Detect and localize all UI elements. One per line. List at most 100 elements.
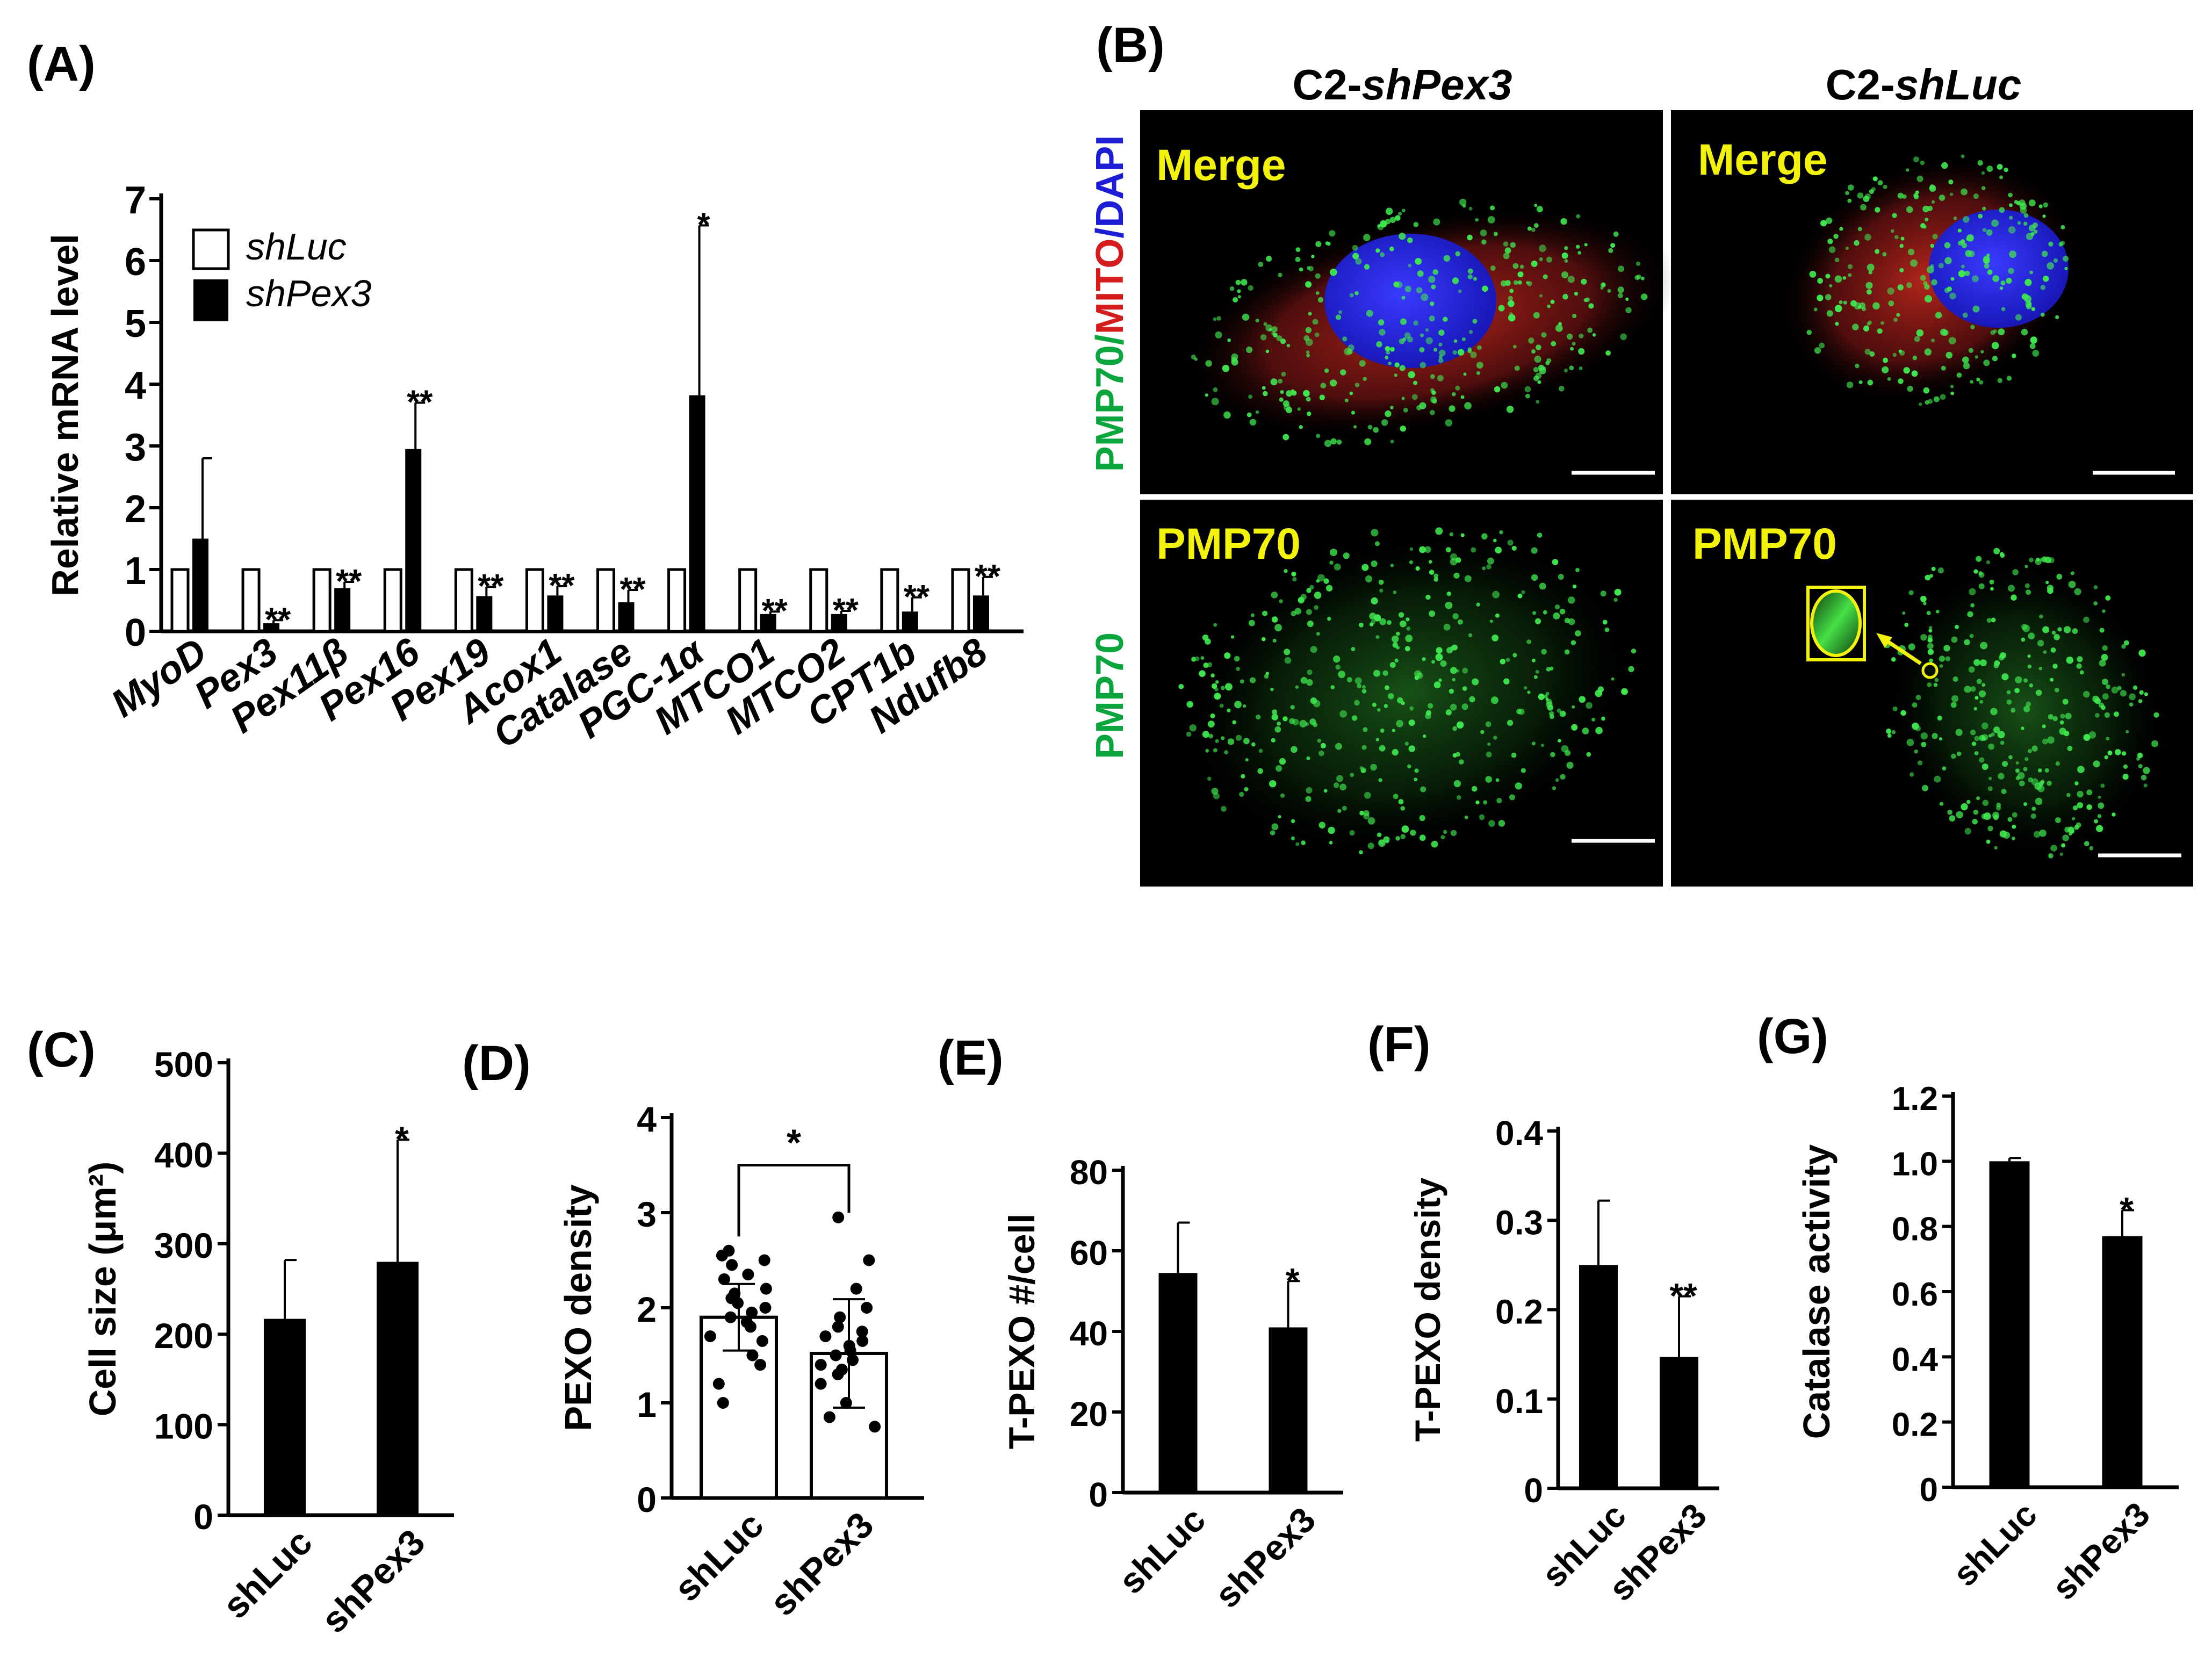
punctum [2045,581,2049,585]
punctum [1399,233,1406,240]
punctum [1178,683,1184,689]
punctum [1419,815,1425,822]
punctum [1359,360,1366,367]
punctum [1839,227,1843,231]
punctum [1982,228,1987,232]
punctum [2032,350,2040,357]
punctum [1470,351,1477,358]
punctum [1389,217,1396,223]
punctum [2099,702,2105,708]
punctum [2139,690,2144,695]
punctum [1533,223,1539,228]
punctum [1490,265,1496,271]
significance-marker: ** [904,579,930,616]
punctum [1431,284,1436,290]
punctum [1546,358,1552,363]
col-header-shluc: C2-shLuc [1826,61,2022,109]
punctum [1430,396,1437,404]
significance-marker: ** [336,563,362,600]
punctum [1998,654,2005,661]
bar-shluc [383,568,402,633]
punctum [1330,438,1337,445]
punctum [2001,673,2009,681]
punctum [1561,271,1568,278]
punctum [2129,702,2134,707]
punctum [1990,708,1998,716]
punctum [1922,205,1929,213]
punctum [1487,742,1491,746]
punctum [1968,666,1975,673]
punctum [1380,252,1385,257]
punctum [2117,686,2122,690]
punctum [1964,827,1971,835]
bar [264,1319,306,1515]
punctum [2024,279,2032,286]
punctum [1920,275,1926,281]
punctum [1888,300,1894,307]
punctum [1976,796,1980,801]
punctum [2052,664,2058,669]
punctum [2066,793,2071,797]
punctum [2100,783,2105,788]
punctum [1981,171,1985,175]
punctum [1864,349,1871,355]
punctum [1932,733,1938,739]
punctum [1425,594,1431,600]
punctum [2114,711,2119,717]
punctum [2034,831,2041,838]
punctum [1539,244,1546,253]
punctum [2036,558,2040,562]
punctum [2038,204,2043,208]
punctum [2042,738,2048,745]
punctum [1385,410,1392,417]
punctum [1455,385,1460,391]
punctum [1399,365,1406,371]
punctum [2026,233,2034,240]
punctum [1237,289,1241,293]
punctum [1430,410,1435,415]
punctum [1191,657,1197,662]
punctum [1983,255,1990,263]
punctum [1515,782,1522,790]
punctum [1450,830,1457,837]
y-tick-label: 400 [154,1135,213,1175]
punctum [1608,248,1613,253]
punctum [2027,664,2032,669]
punctum [1257,768,1263,774]
punctum [2074,588,2081,595]
punctum [1583,298,1588,302]
y-axis-label: T-PEXO #/cell [1001,1214,1042,1449]
punctum [1586,702,1593,709]
punctum [1541,649,1547,655]
y-tick-label: 300 [154,1226,213,1265]
punctum [1923,387,1930,394]
punctum [1843,300,1847,305]
punctum [1390,406,1394,409]
punctum [1980,642,1988,650]
punctum [2042,214,2046,218]
punctum [1440,835,1445,840]
punctum [1439,349,1446,357]
punctum [1957,228,1962,233]
punctum [1459,759,1464,765]
punctum [1508,314,1516,322]
punctum [1931,279,1937,286]
punctum [1284,657,1292,664]
punctum [1425,710,1432,716]
punctum [2121,644,2126,649]
punctum [1924,284,1930,290]
chart-c: 0 100 200 300 400 500 Cell size (μm²) shLuc * shP… [82,1044,454,1641]
punctum [1438,678,1442,682]
punctum [1950,391,1955,395]
data-point [847,1354,859,1366]
punctum [1408,745,1416,752]
punctum [1438,355,1443,359]
punctum [1271,823,1279,831]
punctum [1471,547,1476,553]
y-tick-label: 4 [637,1099,657,1139]
punctum [1425,328,1429,332]
punctum [1938,263,1944,269]
punctum [1476,602,1480,607]
punctum [1848,184,1854,191]
punctum [1213,748,1217,753]
